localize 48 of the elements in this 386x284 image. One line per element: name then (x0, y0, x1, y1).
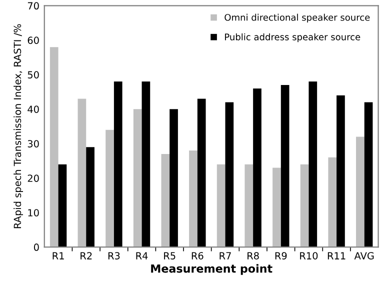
x-tick-label: AVG (354, 252, 374, 260)
x-tick-label: R7 (220, 252, 231, 260)
bar (78, 98, 86, 248)
bar (253, 88, 262, 248)
y-tick-label: 50 (28, 71, 39, 78)
bar (216, 164, 226, 248)
y-tick-label: 40 (28, 106, 39, 113)
x-tick-label: R6 (192, 252, 204, 260)
bar (308, 82, 318, 248)
y-tick-label: 60 (28, 36, 39, 44)
y-tick-label: 0 (34, 244, 39, 251)
bar (106, 130, 114, 248)
bar (300, 164, 309, 248)
x-tick-label: R4 (136, 252, 148, 260)
bar (50, 47, 58, 248)
legend-label: Omni directional speaker source (224, 14, 370, 23)
bar (133, 109, 142, 248)
y-tick-label: 20 (28, 174, 39, 182)
bar (356, 136, 364, 248)
x-axis-title: Measurement point (151, 264, 272, 275)
y-tick-label: 30 (28, 140, 39, 148)
bar (328, 157, 337, 248)
x-tick-label: R3 (108, 252, 120, 260)
x-tick-label: R2 (80, 252, 92, 260)
bar (86, 147, 94, 248)
bar (244, 164, 254, 248)
y-tick-label: 10 (28, 209, 39, 216)
bar (336, 95, 345, 248)
bar (364, 102, 373, 248)
x-tick-label: R10 (300, 252, 318, 260)
x-tick-label: R8 (248, 252, 259, 260)
legend-label: Public address speaker source (225, 33, 360, 42)
bar (225, 102, 234, 248)
x-tick-label: R5 (164, 252, 176, 260)
bar (58, 164, 67, 248)
y-tick-label: 70 (28, 2, 39, 10)
bar (170, 109, 178, 248)
bar (114, 82, 122, 248)
x-tick-label: R9 (275, 252, 287, 260)
bar (189, 150, 198, 248)
bar (272, 168, 281, 248)
bar (142, 82, 150, 248)
bar (161, 154, 170, 248)
y-axis-title: RApid spech Transmission Index, RASTI /% (14, 24, 23, 228)
x-tick-label: R1 (52, 252, 64, 260)
bar (197, 98, 206, 248)
bar (280, 84, 290, 248)
x-tick-label: R11 (328, 252, 346, 260)
